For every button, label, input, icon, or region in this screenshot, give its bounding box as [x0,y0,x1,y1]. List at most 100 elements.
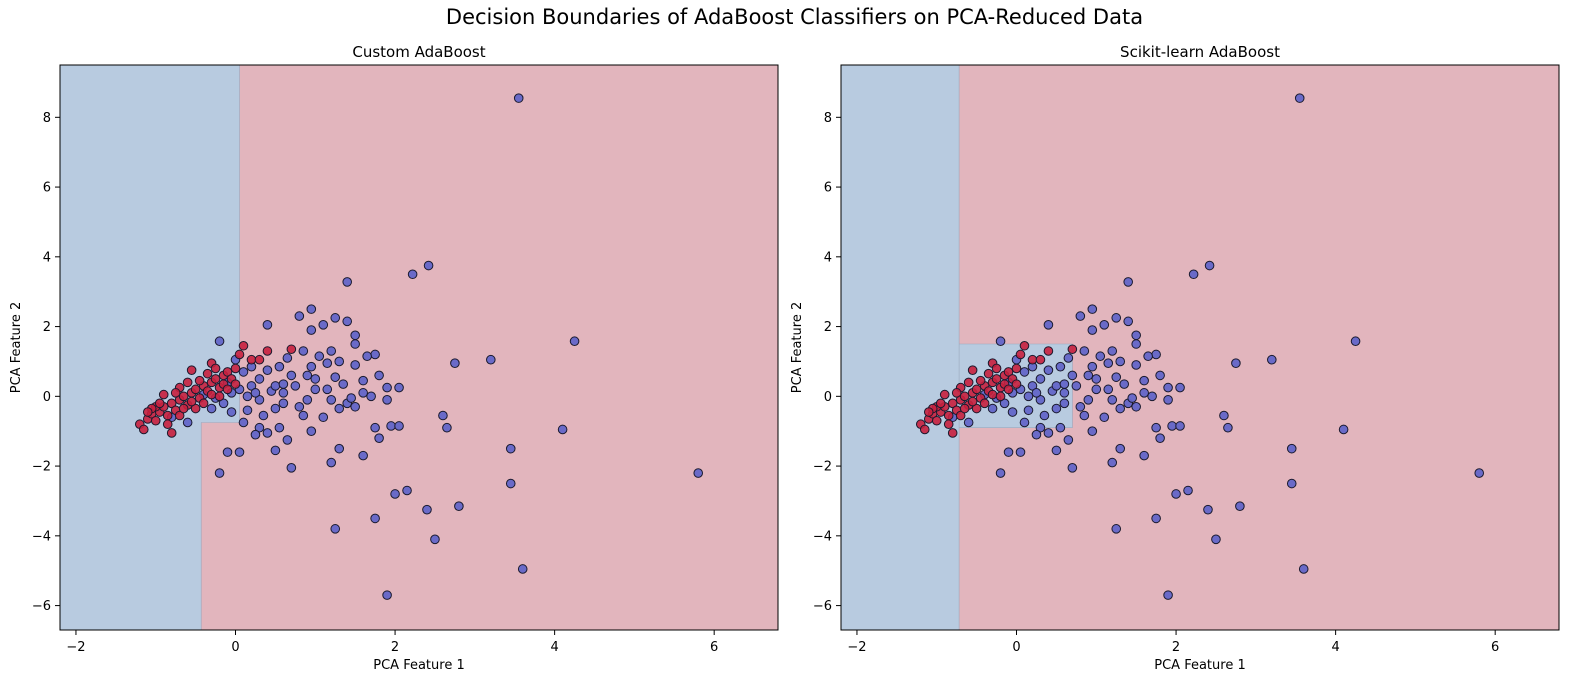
point-class-blue [1203,504,1213,515]
point-class-blue [1103,358,1114,368]
point-class-blue [1095,351,1106,362]
point-class-red [222,367,233,377]
point-class-red [158,389,169,400]
point-class-blue [366,391,376,402]
point-class-blue [334,443,345,454]
point-class-red [254,354,265,365]
point-class-blue [246,381,257,391]
point-class-blue [517,564,528,574]
point-class-blue [306,304,317,314]
point-class-blue [1204,260,1215,271]
x-tick-label: 0 [1012,640,1020,655]
point-class-red [975,375,986,386]
point-class-blue [1087,304,1098,314]
point-class-blue [1188,269,1199,280]
point-class-red [162,410,173,421]
y-tick-label: 2 [824,320,832,335]
point-class-red [987,389,998,400]
point-class-blue [1171,489,1181,499]
x-tick-label: −2 [847,640,866,655]
y-tick-label: 6 [43,181,51,196]
point-class-blue [1075,311,1086,321]
point-class-blue [290,381,301,391]
point-class-blue [442,422,452,433]
point-class-blue [486,354,496,365]
point-class-red [198,398,209,409]
x-tick-label: 6 [1491,640,1499,655]
point-class-red [971,384,982,395]
point-class-blue [454,501,464,511]
point-class-blue [306,325,317,335]
point-class-blue [294,401,305,412]
point-class-red [162,419,173,430]
point-class-blue [318,320,329,330]
point-class-blue [430,534,440,545]
point-class-blue [262,365,273,375]
point-class-red [955,410,966,421]
y-tick-label: −4 [32,529,51,544]
point-class-red [935,398,946,409]
point-class-blue [250,429,261,440]
point-class-blue [1143,351,1153,362]
point-class-red [182,377,193,388]
point-class-red [190,403,201,414]
point-class-blue [995,336,1006,347]
point-class-blue [386,421,396,431]
point-class-blue [1043,365,1054,375]
x-tick-label: 4 [1331,640,1339,655]
point-class-red [154,398,165,409]
subplot-2: −2 0 2 4 6 −6 −4 −2 0 2 4 6 8 Scikit-learn AdaBoost PC… [790,43,1560,673]
point-class-blue [1223,422,1233,433]
y-axis-label: PCA Feature 2 [790,302,805,393]
point-class-blue [1115,443,1126,454]
point-class-blue [350,401,360,412]
point-class-red [967,365,978,375]
point-class-blue [330,524,341,534]
point-class-blue [254,374,265,384]
point-class-blue [1107,395,1118,405]
point-class-blue [569,336,580,347]
point-class-blue [1023,405,1034,416]
point-class-blue [238,417,249,428]
point-class-blue [358,375,368,386]
point-class-red [947,428,958,438]
point-class-blue [1035,374,1046,384]
point-class-red [230,379,241,389]
y-tick-label: −2 [32,460,51,475]
point-class-blue [250,388,261,398]
point-class-red [186,365,197,375]
point-class-blue [334,356,345,367]
point-class-red [1003,367,1014,377]
point-class-blue [1151,422,1161,433]
point-class-blue [242,405,253,416]
point-class-blue [1103,384,1114,395]
y-tick-label: 2 [43,320,51,335]
point-class-blue [262,320,273,330]
point-class-blue [274,361,285,372]
point-class-red [174,410,185,421]
point-class-red [202,368,213,379]
point-class-blue [274,422,285,433]
point-class-blue [1175,421,1185,431]
point-class-blue [1294,93,1305,103]
y-axis-label: PCA Feature 2 [9,302,24,393]
point-class-blue [1151,349,1161,360]
axes-frame [59,64,779,631]
x-tick-label: 4 [550,640,558,655]
x-tick-label: −2 [66,640,85,655]
point-class-red [1067,344,1078,355]
point-class-blue [294,311,305,321]
point-class-blue [1115,403,1126,414]
point-class-blue [278,388,289,398]
point-class-blue [1131,401,1141,412]
point-class-blue [1067,463,1078,473]
point-class-blue [1059,379,1070,389]
y-tick-label: 8 [824,111,832,126]
point-class-blue [1167,421,1177,431]
point-class-blue [374,433,384,443]
point-class-red [170,388,181,398]
point-class-blue [407,269,418,280]
point-class-red [214,391,225,402]
point-class-red [979,398,990,409]
point-class-blue [282,353,293,363]
